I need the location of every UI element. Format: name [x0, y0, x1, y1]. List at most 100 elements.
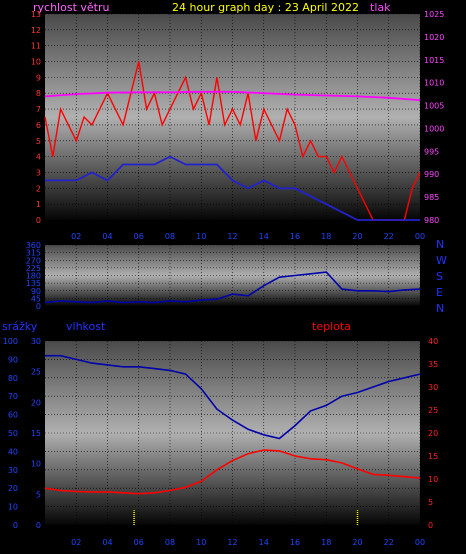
humidity-x-tick: 18 [321, 538, 331, 547]
rain-y-tick: 40 [8, 447, 18, 456]
rain-y-tick: 60 [8, 411, 18, 420]
wind-y-tick: 1 [36, 200, 41, 209]
wind-y-tick: 9 [36, 73, 41, 82]
humidity-x-tick: 10 [196, 538, 206, 547]
pressure-y-tick: 1020 [424, 33, 444, 42]
pressure-y-tick: 1000 [424, 124, 444, 133]
humidity-axis-label: vlhkost [66, 320, 106, 333]
wind-x-tick: 08 [165, 232, 175, 241]
direction-y-tick: 315 [26, 249, 41, 258]
dir-label-n2: N [436, 302, 444, 315]
rain-axis-label: srážky [2, 320, 38, 333]
humidity-x-tick: 02 [71, 538, 81, 547]
rain-y-tick: 100 [3, 337, 18, 346]
wind-y-tick: 2 [36, 184, 41, 193]
humidity-y-tick: 5 [36, 490, 41, 499]
dir-label-e: E [436, 286, 443, 299]
temperature-y-tick: 10 [428, 475, 438, 484]
humidity-x-tick: 16 [290, 538, 300, 547]
humidity-series [45, 354, 421, 440]
dir-label-w: W [436, 254, 447, 267]
rain-y-tick: 30 [8, 466, 18, 475]
temperature-series [44, 449, 421, 495]
direction-y-tick: 90 [31, 287, 41, 296]
humidity-x-tick: 12 [227, 538, 237, 547]
humidity-x-tick: 06 [134, 538, 144, 547]
temperature-y-tick: 30 [428, 383, 438, 392]
temperature-y-tick: 20 [428, 429, 438, 438]
wind-y-tick: 6 [36, 121, 41, 130]
rain-y-tick: 50 [8, 429, 18, 438]
wind-y-tick: 4 [36, 153, 41, 162]
humidity-y-tick: 20 [31, 398, 41, 407]
wind-x-tick: 16 [290, 232, 300, 241]
pressure-y-tick: 995 [424, 147, 439, 156]
wind-y-tick: 10 [31, 58, 41, 67]
wind-y-tick: 7 [36, 105, 41, 114]
dir-label-n1: N [436, 238, 444, 251]
wind-x-tick: 00 [415, 232, 425, 241]
wind-x-tick: 04 [102, 232, 112, 241]
wind-x-tick: 10 [196, 232, 206, 241]
temperature-y-tick: 5 [428, 498, 433, 507]
direction-y-tick: 0 [36, 302, 41, 311]
wind-y-tick: 11 [31, 42, 41, 51]
wind-x-tick: 06 [134, 232, 144, 241]
wind-x-tick: 02 [71, 232, 81, 241]
temperature-y-tick: 15 [428, 452, 438, 461]
pressure-y-tick: 1015 [424, 56, 444, 65]
wind-series-average [45, 155, 420, 221]
wind-y-tick: 13 [31, 10, 41, 19]
temperature-y-tick: 35 [428, 360, 438, 369]
pressure-y-tick: 1025 [424, 10, 444, 19]
humidity-y-tick: 0 [36, 521, 41, 530]
pressure-y-tick: 990 [424, 170, 439, 179]
direction-y-tick: 360 [26, 241, 41, 250]
chart-title: 24 hour graph day : 23 April 2022 [172, 1, 359, 14]
humidity-x-tick: 22 [384, 538, 394, 547]
wind-x-tick: 20 [352, 232, 362, 241]
direction-y-tick: 45 [31, 294, 41, 303]
wind-y-tick: 3 [36, 168, 41, 177]
humidity-x-tick: 14 [259, 538, 269, 547]
rain-y-tick: 20 [8, 484, 18, 493]
wind-x-tick: 18 [321, 232, 331, 241]
humidity-y-tick: 10 [31, 460, 41, 469]
wind-x-tick: 12 [227, 232, 237, 241]
humidity-x-tick: 20 [352, 538, 362, 547]
humidity-y-tick: 30 [31, 337, 41, 346]
rain-y-tick: 90 [8, 355, 18, 364]
dir-label-s: S [436, 270, 443, 283]
wind-y-tick: 5 [36, 137, 41, 146]
rain-y-tick: 70 [8, 392, 18, 401]
wind-series-pressure [44, 90, 421, 101]
humidity-x-tick: 08 [165, 538, 175, 547]
pressure-y-tick: 985 [424, 193, 439, 202]
series-layer [44, 61, 421, 525]
direction-y-tick: 180 [26, 272, 41, 281]
temperature-y-tick: 40 [428, 337, 438, 346]
temperature-y-tick: 0 [428, 521, 433, 530]
rain-y-tick: 10 [8, 503, 18, 512]
temperature-axis-label: teplota [312, 320, 351, 333]
humidity-y-tick: 25 [31, 368, 41, 377]
wind-y-tick: 0 [36, 216, 41, 225]
direction-y-tick: 225 [26, 264, 41, 273]
tick-layer: 0123456789101112139809859909951000100510… [3, 10, 445, 547]
temperature-y-tick: 25 [428, 406, 438, 415]
humidity-x-tick: 04 [102, 538, 112, 547]
wind-x-tick: 22 [384, 232, 394, 241]
wind-y-tick: 8 [36, 89, 41, 98]
pressure-y-tick: 980 [424, 216, 439, 225]
pressure-y-tick: 1005 [424, 102, 444, 111]
rain-y-tick: 80 [8, 374, 18, 383]
humidity-x-tick: 00 [415, 538, 425, 547]
direction-labels: N W S E N [436, 238, 447, 315]
wind-y-tick: 12 [31, 26, 41, 35]
grid-layer [45, 13, 421, 526]
wind-axis-label: rychlost větru [33, 1, 109, 14]
wind-x-tick: 14 [259, 232, 269, 241]
rain-y-tick: 0 [13, 521, 18, 530]
